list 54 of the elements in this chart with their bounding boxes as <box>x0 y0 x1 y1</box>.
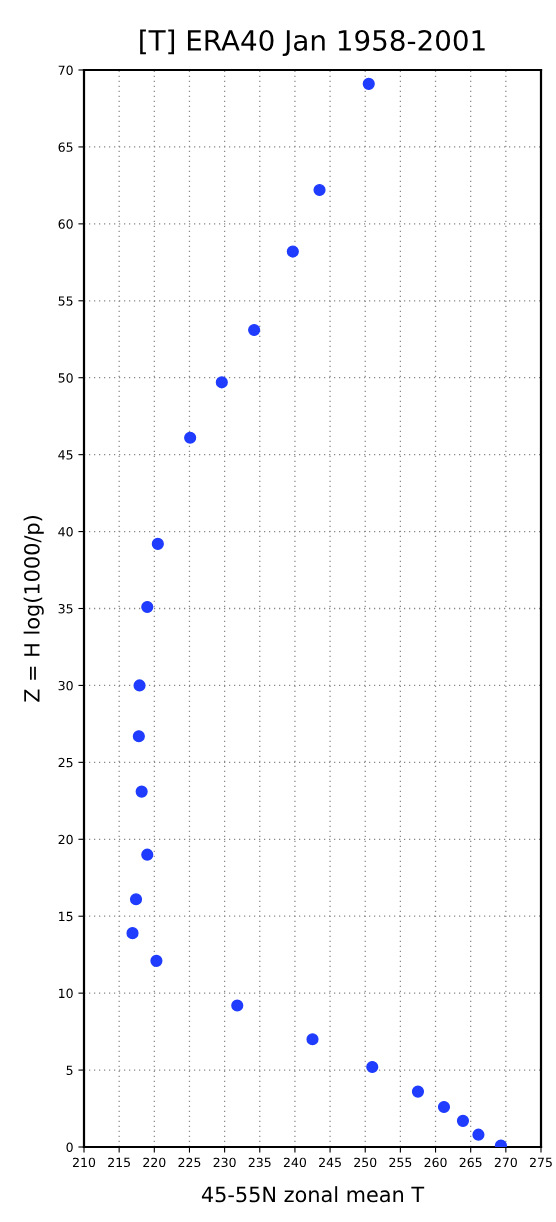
point <box>151 537 164 550</box>
y-axis-title: Z = H log(1000/p) <box>23 516 44 702</box>
point <box>313 183 326 197</box>
y-tick-label: 10 <box>59 988 73 999</box>
x-tick-label: 220 <box>143 1157 166 1168</box>
point <box>362 77 375 90</box>
point <box>135 785 148 798</box>
y-tick-label: 25 <box>58 757 73 768</box>
y-tick-label: 35 <box>58 603 73 614</box>
x-tick-label: 265 <box>459 1157 482 1168</box>
y-tick-label: 40 <box>58 527 73 537</box>
x-tick-label: 270 <box>494 1157 517 1168</box>
y-tick-label: 15 <box>59 911 73 922</box>
x-tick-label: 245 <box>319 1157 341 1168</box>
point <box>133 679 146 692</box>
y-tick-label: 0 <box>66 1142 73 1152</box>
x-tick-label: 210 <box>72 1157 96 1168</box>
point <box>215 376 228 389</box>
x-tick-label: 275 <box>529 1157 552 1168</box>
y-tick-label: 50 <box>58 373 73 383</box>
point <box>129 893 143 906</box>
point <box>456 1114 470 1127</box>
x-tick-label: 215 <box>108 1157 130 1168</box>
x-tick-label: 235 <box>248 1157 271 1168</box>
point <box>286 245 299 258</box>
point <box>132 730 145 743</box>
y-tick-label: 55 <box>58 296 73 306</box>
x-tick-label: 230 <box>213 1157 236 1168</box>
y-tick-label: 60 <box>58 219 73 229</box>
x-tick-label: 225 <box>178 1157 201 1168</box>
y-tick-label: 20 <box>58 834 73 845</box>
point <box>141 848 154 861</box>
point <box>411 1085 425 1098</box>
point <box>184 431 197 444</box>
y-tick-label: 30 <box>58 680 73 691</box>
point <box>150 954 163 967</box>
x-tick-label: 260 <box>424 1157 447 1168</box>
x-tick-label: 255 <box>389 1157 412 1168</box>
point <box>141 600 154 614</box>
point <box>231 999 244 1012</box>
point <box>366 1060 379 1074</box>
y-tick-label: 5 <box>66 1065 73 1075</box>
point <box>472 1128 485 1141</box>
y-tick-label: 65 <box>58 142 73 152</box>
point <box>248 323 261 337</box>
x-tick-label: 250 <box>354 1157 377 1168</box>
y-tick-label: 70 <box>58 65 73 75</box>
y-tick-label: 45 <box>58 450 73 460</box>
x-axis-title: 45-55N zonal mean T <box>201 1186 425 1203</box>
x-tick-label: 240 <box>283 1157 307 1168</box>
point <box>437 1100 451 1114</box>
point <box>306 1033 319 1046</box>
chart-title: [T] ERA40 Jan 1958-2001 <box>140 29 485 57</box>
point <box>126 927 139 940</box>
